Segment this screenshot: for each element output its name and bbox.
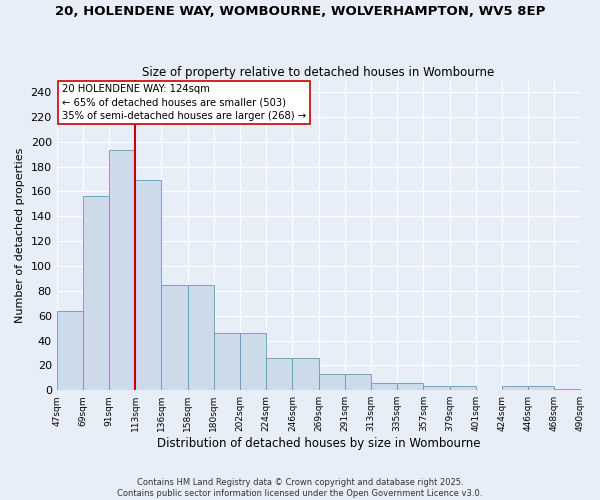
Bar [528, 386, 554, 390]
Bar [397, 383, 424, 390]
Bar [161, 284, 188, 390]
Bar [554, 389, 581, 390]
X-axis label: Distribution of detached houses by size in Wombourne: Distribution of detached houses by size … [157, 437, 481, 450]
Bar [266, 358, 292, 390]
Bar [188, 284, 214, 390]
Y-axis label: Number of detached properties: Number of detached properties [15, 148, 25, 322]
Bar [214, 333, 240, 390]
Bar [240, 333, 266, 390]
Text: 20, HOLENDENE WAY, WOMBOURNE, WOLVERHAMPTON, WV5 8EP: 20, HOLENDENE WAY, WOMBOURNE, WOLVERHAMP… [55, 5, 545, 18]
Bar [424, 386, 449, 390]
Bar [345, 374, 371, 390]
Bar [502, 386, 528, 390]
Bar [449, 386, 476, 390]
Title: Size of property relative to detached houses in Wombourne: Size of property relative to detached ho… [142, 66, 495, 78]
Text: Contains HM Land Registry data © Crown copyright and database right 2025.
Contai: Contains HM Land Registry data © Crown c… [118, 478, 482, 498]
Bar [109, 150, 135, 390]
Text: 20 HOLENDENE WAY: 124sqm
← 65% of detached houses are smaller (503)
35% of semi-: 20 HOLENDENE WAY: 124sqm ← 65% of detach… [62, 84, 306, 120]
Bar [135, 180, 161, 390]
Bar [56, 310, 83, 390]
Bar [292, 358, 319, 390]
Bar [319, 374, 345, 390]
Bar [83, 196, 109, 390]
Bar [371, 383, 397, 390]
